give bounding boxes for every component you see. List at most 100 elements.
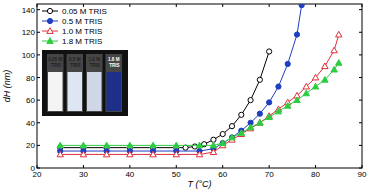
x-tick-label: 50 [172,170,181,179]
legend-marker [47,18,52,23]
data-point [127,151,133,157]
data-point [127,142,133,148]
data-point [57,151,63,157]
data-point [312,74,318,80]
x-tick-top [176,4,177,7]
inset-label: 0.05 M TRIS [48,57,62,68]
data-point [275,108,281,114]
data-point [173,151,179,157]
data-point [248,98,253,103]
data-point [294,32,299,37]
data-point [150,142,156,148]
x-tick [222,165,223,168]
vial-liquid [48,72,63,111]
y-tick-right [359,145,362,146]
data-point [202,142,207,147]
plot-frame [37,4,362,168]
data-point [336,31,342,37]
legend-marker [47,38,53,44]
data-point [303,83,309,89]
data-point [276,84,281,89]
vial-liquid [107,72,122,111]
series-group [57,4,342,157]
y-tick-label: 100 [22,51,36,60]
data-point [57,142,63,148]
x-tick-top [269,4,270,7]
data-point [267,49,272,54]
x-axis-label: T (°C) [187,179,211,189]
data-point [229,124,234,129]
data-point [322,77,328,83]
x-tick-top [362,4,363,7]
data-point [210,149,216,155]
data-point [267,100,272,105]
x-tick-label: 60 [218,170,227,179]
x-tick-label: 80 [311,170,320,179]
data-point [257,120,263,126]
data-point [103,142,109,148]
legend-label: 0.05 M TRIS [62,7,107,16]
data-point [257,120,263,126]
vial-glass [86,54,103,112]
data-point [80,151,86,157]
legend-marker [47,28,53,34]
data-point [312,83,318,89]
y-tick [37,168,40,169]
x-tick [269,165,270,168]
x-tick [83,165,84,168]
data-point [303,90,309,96]
y-tick-label: 0 [31,164,36,173]
y-tick-label: 140 [22,6,36,15]
x-tick-top [222,4,223,7]
legend-label: 1.0 M TRIS [62,27,102,36]
y-tick [37,9,40,10]
data-point [229,134,235,140]
data-point [238,130,244,136]
data-point [322,63,328,69]
data-point [247,124,253,130]
vial-glass [106,54,123,112]
y-tick-label: 40 [26,119,35,128]
vial-liquid [68,72,83,111]
y-tick-right [359,9,362,10]
legend: 0.05 M TRIS0.5 M TRIS1.0 M TRIS1.8 M TRI… [42,7,107,46]
x-tick [129,165,130,168]
data-point [331,66,337,72]
x-tick [176,165,177,168]
y-tick-right [359,122,362,123]
inset-background [42,50,128,116]
x-tick [315,165,316,168]
y-tick [37,77,40,78]
x-tick-label: 70 [265,170,274,179]
vial-liquid [87,72,102,111]
y-tick [37,54,40,55]
inset-label: 1.0 M TRIS [88,57,100,68]
data-point [285,103,291,109]
x-tick-label: 30 [79,170,88,179]
y-tick-label: 120 [22,28,36,37]
data-point [294,97,300,103]
data-point [239,112,244,117]
data-point [299,4,304,8]
data-point [80,142,86,148]
y-tick-label: 60 [26,96,35,105]
y-tick-right [359,32,362,33]
data-point [210,142,216,148]
data-point [103,151,109,157]
data-point [220,141,225,146]
data-point [150,151,156,157]
series-line [60,5,301,151]
x-tick-top [129,4,130,7]
data-point [220,140,226,146]
data-point [173,142,179,148]
x-tick-top [37,4,38,7]
data-point [220,131,225,136]
y-tick-label: 80 [26,74,35,83]
x-tick-top [315,4,316,7]
y-tick [37,122,40,123]
legend-marker [47,8,52,13]
y-tick-right [359,100,362,101]
inset-label: 0.5 M TRIS [69,57,81,68]
y-tick-right [359,168,362,169]
x-tick-label: 40 [125,170,134,179]
